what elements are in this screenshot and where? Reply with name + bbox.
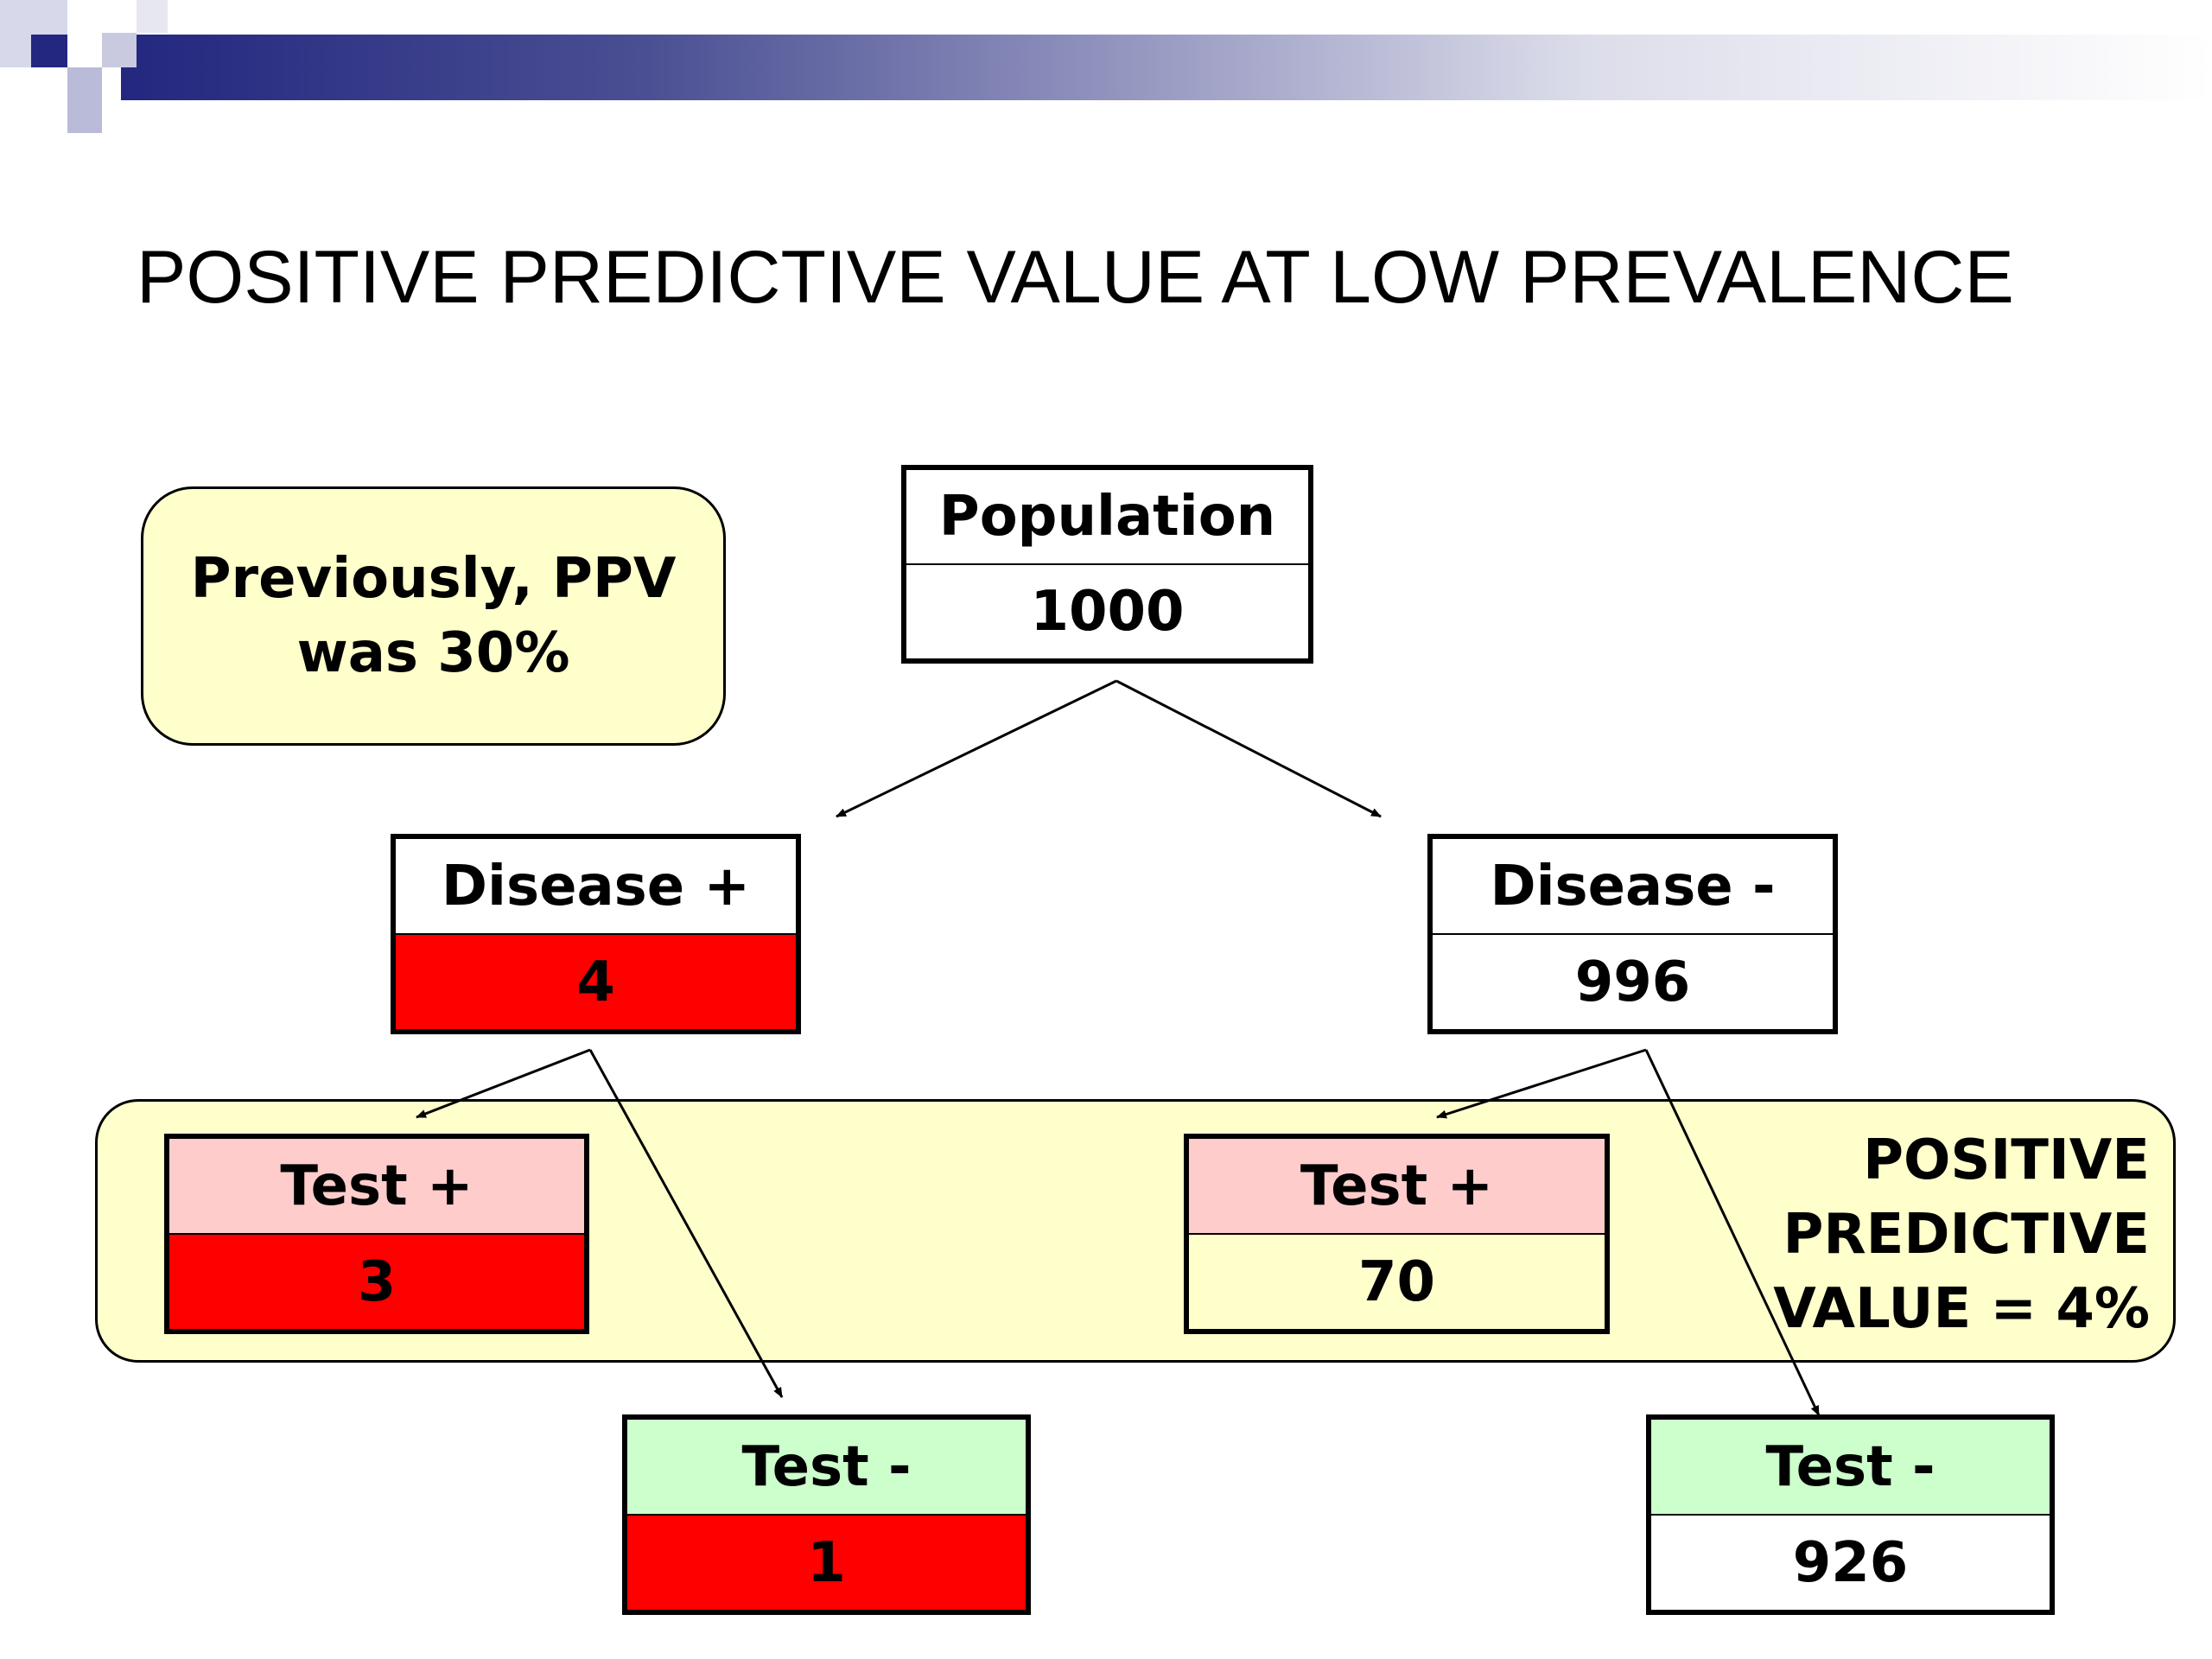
- arrow-disease-positive-to-test-positive: [416, 1048, 591, 1119]
- ppv-result-line: VALUE = 4%: [1773, 1277, 2150, 1341]
- disease-negative-test-positive-node: Test + 70: [1184, 1134, 1610, 1334]
- node-value: 3: [169, 1235, 584, 1329]
- disease-negative-test-negative-node: Test - 926: [1646, 1414, 2055, 1615]
- node-value: 926: [1651, 1516, 2050, 1610]
- ppv-result-line: POSITIVE: [1863, 1128, 2150, 1192]
- node-value: 70: [1189, 1235, 1605, 1329]
- population-node: Population 1000: [901, 465, 1313, 664]
- note-line: was 30%: [296, 621, 570, 685]
- banner-gradient-bar: [121, 35, 2212, 100]
- banner-square: [137, 0, 168, 33]
- arrow-disease-negative-to-test-negative: [1644, 1049, 1821, 1416]
- disease-positive-test-negative-node: Test - 1: [622, 1414, 1031, 1615]
- node-label: Test -: [1651, 1420, 2050, 1516]
- disease-positive-node: Disease + 4: [391, 834, 801, 1034]
- node-value: 4: [396, 935, 796, 1029]
- disease-positive-test-positive-node: Test + 3: [164, 1134, 589, 1334]
- node-label: Test +: [1189, 1139, 1605, 1235]
- node-value: 1000: [906, 565, 1308, 658]
- ppv-result-label: POSITIVE PREDICTIVE VALUE = 4%: [1773, 1123, 2150, 1346]
- node-label: Population: [906, 470, 1308, 565]
- node-label: Disease +: [396, 839, 796, 935]
- node-value: 1: [627, 1516, 1026, 1610]
- disease-negative-node: Disease - 996: [1427, 834, 1838, 1034]
- arrow-disease-negative-to-test-positive: [1436, 1048, 1647, 1119]
- arrow-population-to-disease-negative: [1116, 679, 1382, 818]
- page-title: POSITIVE PREDICTIVE VALUE AT LOW PREVALE…: [137, 236, 2014, 319]
- header-banner: [0, 0, 2212, 138]
- node-label: Test -: [627, 1420, 1026, 1516]
- node-label: Disease -: [1433, 839, 1833, 935]
- node-label: Test +: [169, 1139, 584, 1235]
- arrow-population-to-disease-positive: [836, 679, 1117, 818]
- node-value: 996: [1433, 935, 1833, 1029]
- banner-square: [31, 35, 67, 67]
- ppv-result-line: PREDICTIVE: [1783, 1203, 2150, 1267]
- previous-ppv-note: Previously, PPV was 30%: [141, 486, 726, 746]
- arrow-disease-positive-to-test-negative: [588, 1049, 784, 1398]
- banner-square: [102, 33, 137, 67]
- note-line: Previously, PPV: [190, 547, 677, 611]
- banner-square: [67, 67, 102, 133]
